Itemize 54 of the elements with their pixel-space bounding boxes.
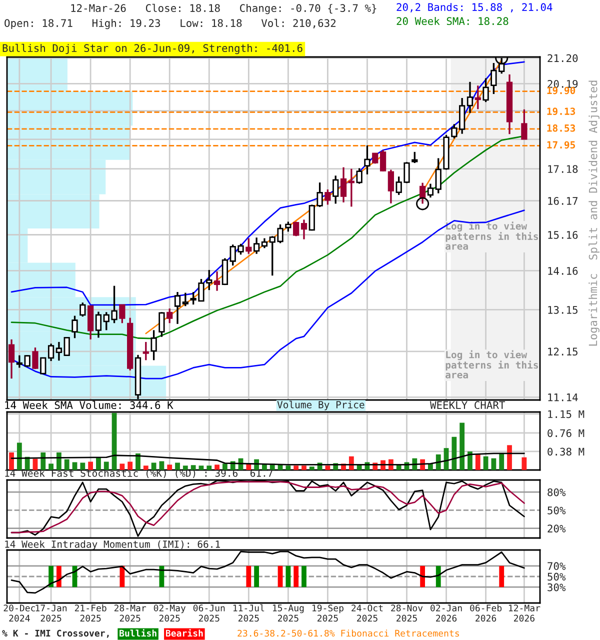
y-tick-label: 50% xyxy=(548,506,566,514)
text: Logarithmic xyxy=(588,274,600,346)
y-tick-label: 0.38 M xyxy=(548,448,584,456)
x-tick-label: 02-Jan 2026 xyxy=(430,604,462,622)
y-tick-label: 12.15 xyxy=(548,348,578,356)
chart-subtitle: Open: 18.71 High: 19.23 Low: 18.18 Vol: 210,632 xyxy=(4,18,336,30)
x-tick-label: 19-Sep 2025 xyxy=(312,604,344,622)
y-tick-label: 20% xyxy=(548,524,566,532)
x-tick-label: 24-Oct 2025 xyxy=(352,604,383,622)
text: 23.6-38.2-50-61.8% Fibonacci Retracements xyxy=(238,630,459,637)
x-tick-label: 17-Jan 2025 xyxy=(36,604,67,622)
y-tick-label: 50% xyxy=(548,572,566,581)
y-tick-label: 17.18 xyxy=(548,165,578,173)
y-tick-label: 16.17 xyxy=(548,197,578,205)
ref-line-label: 18.53 xyxy=(547,124,576,132)
chart-title: 12-Mar-26 Close: 18.18 Change: -0.70 {-3.7 %} xyxy=(71,4,376,14)
y-tick-label: 13.15 xyxy=(548,306,578,314)
text: 14 Week SMA Volume: 344.6 K xyxy=(5,400,174,410)
y-tick-label: 14.16 xyxy=(548,266,578,275)
y-tick-label: 70% xyxy=(548,562,566,570)
x-tick-label: 06-Jun 2025 xyxy=(193,604,225,622)
x-tick-label: 28-Mar 2025 xyxy=(114,604,146,622)
y-tick-label: 1.15 M xyxy=(548,410,584,418)
y-axis-title: Split and Dividend Adjusted xyxy=(588,80,600,260)
text: 20 Week SMA: 18.28 xyxy=(396,16,508,26)
x-tick-label: 28-Nov 2025 xyxy=(391,604,423,622)
x-tick-label: 11-Jul 2025 xyxy=(233,604,264,622)
x-tick-label: 12-Mar 2026 xyxy=(508,604,540,622)
chart-title: 14 Week Fast Stochastic (%K) (%D) : 39.6 61.7 xyxy=(5,469,273,478)
text: Bullish xyxy=(120,629,156,637)
x-tick-label: 20-Dec 2024 xyxy=(4,604,35,622)
annotation: Log in to view patterns in this area xyxy=(446,222,538,250)
y-tick-label: 15.16 xyxy=(548,231,578,239)
y-tick-label: 0.76 M xyxy=(548,429,584,438)
text: Bearish xyxy=(166,629,203,637)
text: WEEKLY CHART xyxy=(430,401,506,410)
y-tick-label: 30% xyxy=(548,583,566,592)
y-tick-label: 21.20 xyxy=(548,54,578,62)
x-tick-label: 06-Feb 2026 xyxy=(470,604,502,622)
x-tick-label: 15-Aug 2025 xyxy=(272,604,304,622)
y-tick-label: 11.14 xyxy=(548,394,578,402)
x-tick-label: 02-May 2025 xyxy=(154,604,186,622)
legend-title: % K - IMI Crossover, xyxy=(2,630,109,638)
text: Volume By Price xyxy=(277,400,364,410)
ref-line-label: 19.13 xyxy=(547,108,576,116)
y-tick-label: 80% xyxy=(548,488,566,496)
annotation: Log in to view patterns in this area xyxy=(446,350,538,378)
ref-line-label: 17.95 xyxy=(547,141,576,149)
y-tick-label: 20.19 xyxy=(548,80,578,88)
ref-line-label: 19.90 xyxy=(547,86,576,94)
x-tick-label: 21-Feb 2025 xyxy=(74,604,106,622)
chart-title: 14 Week Intraday Momentum (IMI): 66.1 xyxy=(5,540,220,550)
text: Bullish Doji Star on 26-Jun-09, Strength: -401.6 xyxy=(2,44,302,54)
text: 20,2 Bands: 15.88 , 21.04 xyxy=(396,2,552,12)
